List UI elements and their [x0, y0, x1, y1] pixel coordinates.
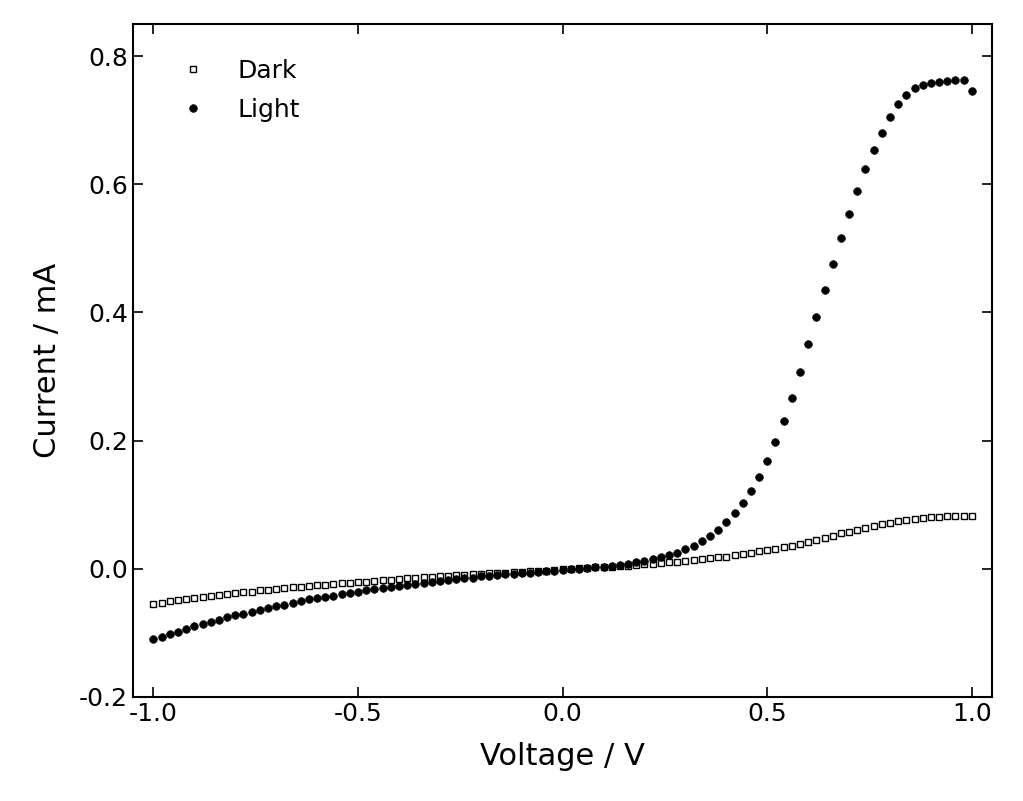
Light — [761, 457, 773, 466]
Line: Dark: Dark — [150, 513, 975, 607]
Dark — [205, 591, 217, 601]
Dark — [966, 511, 978, 521]
Dark — [352, 578, 364, 587]
Light — [147, 634, 160, 644]
Dark — [638, 559, 651, 569]
Light — [966, 87, 978, 96]
Dark — [761, 545, 773, 555]
Legend: Dark, Light: Dark, Light — [158, 49, 311, 132]
Dark — [524, 566, 536, 576]
Dark — [147, 599, 160, 609]
X-axis label: Voltage / V: Voltage / V — [480, 743, 646, 771]
Dark — [720, 552, 732, 562]
Line: Light: Light — [149, 76, 976, 643]
Light — [958, 75, 970, 85]
Light — [638, 556, 651, 566]
Y-axis label: Current / mA: Current / mA — [34, 263, 62, 458]
Light — [352, 587, 364, 597]
Light — [205, 617, 217, 626]
Dark — [949, 511, 962, 521]
Light — [720, 517, 732, 527]
Light — [524, 568, 536, 578]
